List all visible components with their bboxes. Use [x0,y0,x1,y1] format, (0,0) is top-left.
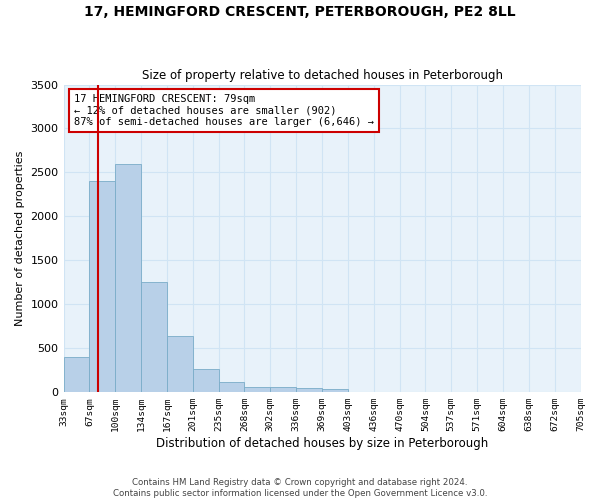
Text: Contains HM Land Registry data © Crown copyright and database right 2024.
Contai: Contains HM Land Registry data © Crown c… [113,478,487,498]
X-axis label: Distribution of detached houses by size in Peterborough: Distribution of detached houses by size … [156,437,488,450]
Bar [244,387,271,392]
Text: 17, HEMINGFORD CRESCENT, PETERBOROUGH, PE2 8LL: 17, HEMINGFORD CRESCENT, PETERBOROUGH, P… [84,5,516,19]
Bar [271,388,296,392]
Bar [218,382,244,392]
Text: 17 HEMINGFORD CRESCENT: 79sqm
← 12% of detached houses are smaller (902)
87% of : 17 HEMINGFORD CRESCENT: 79sqm ← 12% of d… [74,94,374,127]
Bar [64,357,89,392]
Y-axis label: Number of detached properties: Number of detached properties [15,150,25,326]
Bar [322,390,348,392]
Bar [167,336,193,392]
Title: Size of property relative to detached houses in Peterborough: Size of property relative to detached ho… [142,69,503,82]
Bar [296,388,322,392]
Bar [115,164,141,392]
Bar [193,369,218,392]
Bar [89,181,115,392]
Bar [141,282,167,392]
